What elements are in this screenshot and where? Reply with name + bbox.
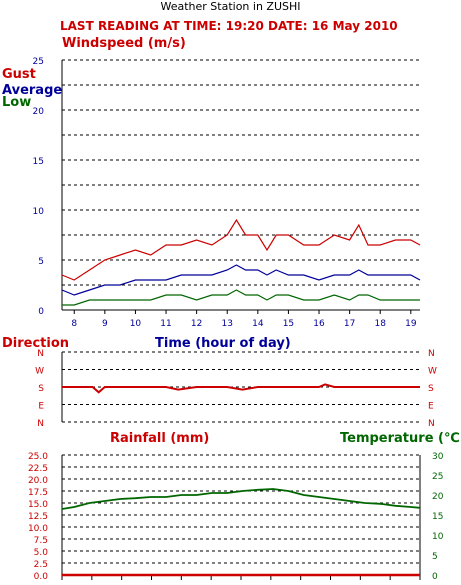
windspeed-title: Windspeed (m/s) <box>62 36 186 51</box>
rain-y-tick-label: 17.5 <box>28 488 48 498</box>
wind-x-tick-label: 12 <box>191 319 202 329</box>
wind-x-tick-label: 14 <box>252 319 264 329</box>
legend-average: Average <box>2 83 63 98</box>
temperature-series-line <box>61 488 421 510</box>
wind-y-tick-label: 10 <box>33 207 45 217</box>
temperature-label: Temperature (℃ <box>340 431 460 446</box>
wind-x-tick-label: 8 <box>71 319 77 329</box>
rain-y-tick-label: 2.5 <box>34 560 48 570</box>
rain-y-tick-label: 5.0 <box>34 548 49 558</box>
site-title: Weather Station in ZUSHI <box>160 0 301 13</box>
direction-left-tick-label: E <box>38 402 44 412</box>
rain-y-tick-label: 22.5 <box>28 464 48 474</box>
rain-y-tick-label: 0.0 <box>34 572 49 582</box>
direction-title: Direction <box>2 336 70 351</box>
temperature-y-tick-label: 5 <box>432 552 438 562</box>
direction-left-tick-label: W <box>35 367 44 377</box>
wind-y-tick-label: 20 <box>33 107 45 117</box>
rain-y-tick-label: 10.0 <box>28 524 48 534</box>
time-axis-label: Time (hour of day) <box>155 336 291 351</box>
rain-y-tick-label: 7.5 <box>34 536 48 546</box>
direction-left-tick-label: N <box>37 419 44 429</box>
wind-x-tick-label: 18 <box>374 319 386 329</box>
last-reading-line: LAST READING AT TIME: 19:20 DATE: 16 May… <box>60 19 398 33</box>
direction-left-tick-label: S <box>38 384 44 394</box>
legend-low: Low <box>2 95 32 110</box>
wind-x-tick-label: 9 <box>102 319 108 329</box>
temperature-y-tick-label: 0 <box>432 572 438 582</box>
temperature-y-tick-label: 25 <box>432 472 443 482</box>
wind-x-tick-label: 11 <box>160 319 171 329</box>
wind-y-tick-label: 5 <box>38 257 44 267</box>
rainfall-label: Rainfall (mm) <box>110 431 210 446</box>
wind-series-gust-line <box>61 218 421 281</box>
direction-series-line <box>62 383 420 394</box>
temperature-y-tick-label: 30 <box>432 452 444 462</box>
rain-y-tick-label: 25.0 <box>28 452 48 462</box>
temperature-y-tick-label: 15 <box>432 512 443 522</box>
direction-right-tick-label: N <box>428 419 435 429</box>
windspeed-chart: 0 5 10 15 20 25 8 9 10 11 12 13 14 15 16 17 18 19 <box>33 57 421 329</box>
wind-x-tick-label: 17 <box>344 319 355 329</box>
temperature-y-tick-label: 20 <box>432 492 444 502</box>
direction-right-tick-label: S <box>428 384 434 394</box>
rain-temperature-chart: 0.0 2.5 5.0 7.5 10.0 12.5 15.0 17.5 20.0 22.5 25.0… <box>28 452 444 582</box>
wind-series-low-line <box>62 289 420 306</box>
direction-right-tick-label: W <box>428 367 437 377</box>
direction-left-tick-label: N <box>37 349 44 359</box>
legend-gust: Gust <box>2 67 36 82</box>
rain-y-tick-label: 12.5 <box>28 512 48 522</box>
wind-x-tick-label: 19 <box>405 319 417 329</box>
wind-x-tick-label: 13 <box>222 319 233 329</box>
wind-series-average-line <box>61 264 421 296</box>
direction-chart: N NW WS SE EN N <box>35 349 437 429</box>
wind-x-tick-label: 16 <box>313 319 325 329</box>
wind-y-tick-label: 0 <box>38 307 44 317</box>
direction-right-tick-label: E <box>428 402 434 412</box>
wind-x-tick-label: 15 <box>283 319 294 329</box>
rain-y-tick-label: 15.0 <box>28 500 48 510</box>
wind-y-tick-label: 15 <box>33 157 44 167</box>
rain-y-tick-label: 20.0 <box>28 476 48 486</box>
wind-y-tick-label: 25 <box>33 57 44 67</box>
wind-x-tick-label: 10 <box>130 319 142 329</box>
temperature-y-tick-label: 10 <box>432 532 444 542</box>
direction-right-tick-label: N <box>428 349 435 359</box>
